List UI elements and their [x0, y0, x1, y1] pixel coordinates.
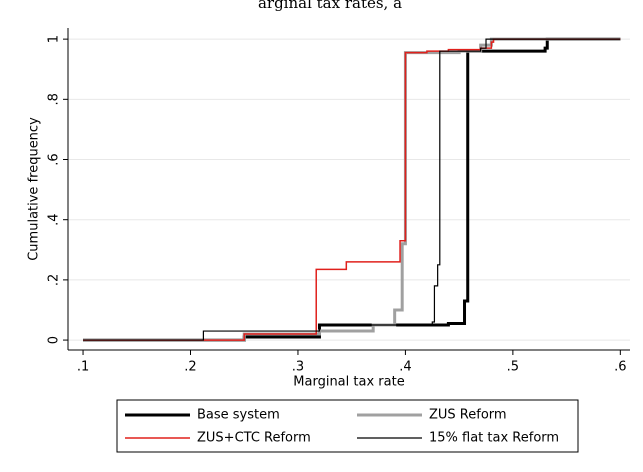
y-tick-label: .6: [47, 153, 62, 165]
legend-label: ZUS Reform: [429, 408, 507, 423]
y-tick-label: 1: [47, 35, 62, 43]
y-tick-label: .8: [47, 93, 62, 105]
x-axis-label: Marginal tax rate: [293, 375, 404, 390]
y-tick-label: 0: [47, 336, 62, 344]
step-line: [83, 37, 621, 342]
x-tick-label: .4: [399, 360, 411, 375]
y-tick-label: .4: [47, 213, 62, 225]
legend-label: 15% flat tax Reform: [429, 431, 559, 446]
x-tick-label: .2: [184, 360, 196, 375]
x-tick-label: .6: [614, 360, 626, 375]
step-line: [83, 37, 621, 342]
x-tick-label: .5: [507, 360, 519, 375]
legend-label: Base system: [197, 408, 280, 423]
y-axis-label: Cumulative frequency: [27, 117, 42, 261]
x-tick-label: .3: [292, 360, 304, 375]
step-line: [83, 38, 621, 341]
legend-box: [116, 399, 579, 453]
chart-title: arginal tax rates, a: [258, 0, 402, 12]
y-tick-label: .2: [47, 274, 62, 286]
legend-label: ZUS+CTC Reform: [197, 431, 311, 446]
x-tick-label: .1: [77, 360, 89, 375]
step-line: [83, 38, 621, 341]
